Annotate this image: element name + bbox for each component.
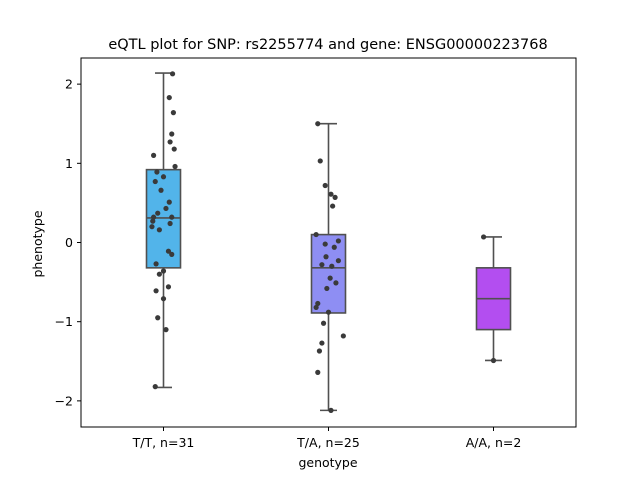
data-point (331, 244, 337, 250)
data-point (150, 218, 156, 224)
data-point (155, 315, 161, 321)
data-point (165, 248, 172, 254)
data-point (158, 187, 164, 193)
data-point (149, 224, 155, 230)
data-point (156, 271, 162, 277)
data-point (316, 348, 323, 354)
data-point (313, 304, 319, 311)
data-point (154, 169, 160, 175)
data-point (169, 251, 175, 257)
data-point (160, 174, 167, 180)
plot-frame (80, 57, 577, 428)
chart-title: eQTL plot for SNP: rs2255774 and gene: E… (108, 37, 547, 53)
plot-marks: −2 −1 0 1 2 T/T, n=31 T/A, n=25 A/A, n=2 (55, 71, 522, 450)
data-point (333, 280, 339, 286)
data-point (163, 327, 169, 333)
data-point (151, 214, 157, 220)
data-point (163, 205, 169, 212)
data-point (328, 191, 334, 197)
data-point (325, 309, 332, 315)
data-point (340, 333, 346, 339)
data-point (152, 384, 158, 390)
data-point (320, 320, 327, 326)
data-point (153, 261, 159, 267)
data-point (166, 94, 172, 101)
data-point (315, 121, 321, 127)
x-axis-label: genotype (298, 455, 357, 470)
data-point (328, 407, 334, 413)
data-point (167, 220, 173, 227)
data-point (322, 182, 328, 189)
y-tick-label: −2 (55, 393, 73, 408)
y-tick-label: −1 (55, 314, 73, 329)
data-point (324, 285, 330, 292)
data-point (315, 300, 321, 307)
data-point (323, 254, 329, 260)
data-point (160, 296, 167, 302)
x-tick-label: A/A, n=2 (466, 435, 522, 450)
data-point (481, 234, 487, 240)
data-point (169, 71, 176, 77)
data-point (319, 340, 325, 346)
data-point (327, 275, 333, 281)
data-point (171, 146, 177, 152)
data-point (313, 231, 319, 238)
y-axis-label: phenotype (30, 210, 45, 277)
data-point (151, 152, 157, 158)
data-point (165, 284, 172, 290)
data-point (330, 203, 336, 209)
data-point (152, 178, 158, 185)
data-point (319, 262, 325, 268)
y-tick-label: 2 (65, 77, 73, 92)
data-point (335, 258, 341, 264)
data-point (329, 263, 335, 269)
data-point (172, 163, 178, 170)
data-point (155, 210, 161, 216)
data-point (167, 139, 173, 145)
x-tick-label: T/A, n=25 (296, 435, 360, 450)
x-tick-label: T/T, n=31 (132, 435, 195, 450)
data-point (153, 288, 159, 294)
data-point (332, 194, 338, 200)
data-point (169, 214, 175, 220)
y-tick-label: 1 (65, 156, 73, 171)
y-tick-label: 0 (65, 235, 73, 250)
data-point (160, 268, 167, 274)
data-point (166, 199, 172, 205)
data-point (322, 241, 328, 247)
data-point (317, 158, 323, 164)
data-point (335, 238, 341, 244)
data-point (490, 357, 497, 364)
data-point (156, 227, 162, 233)
data-point (315, 369, 321, 375)
data-point (169, 131, 175, 137)
data-point (170, 110, 176, 116)
